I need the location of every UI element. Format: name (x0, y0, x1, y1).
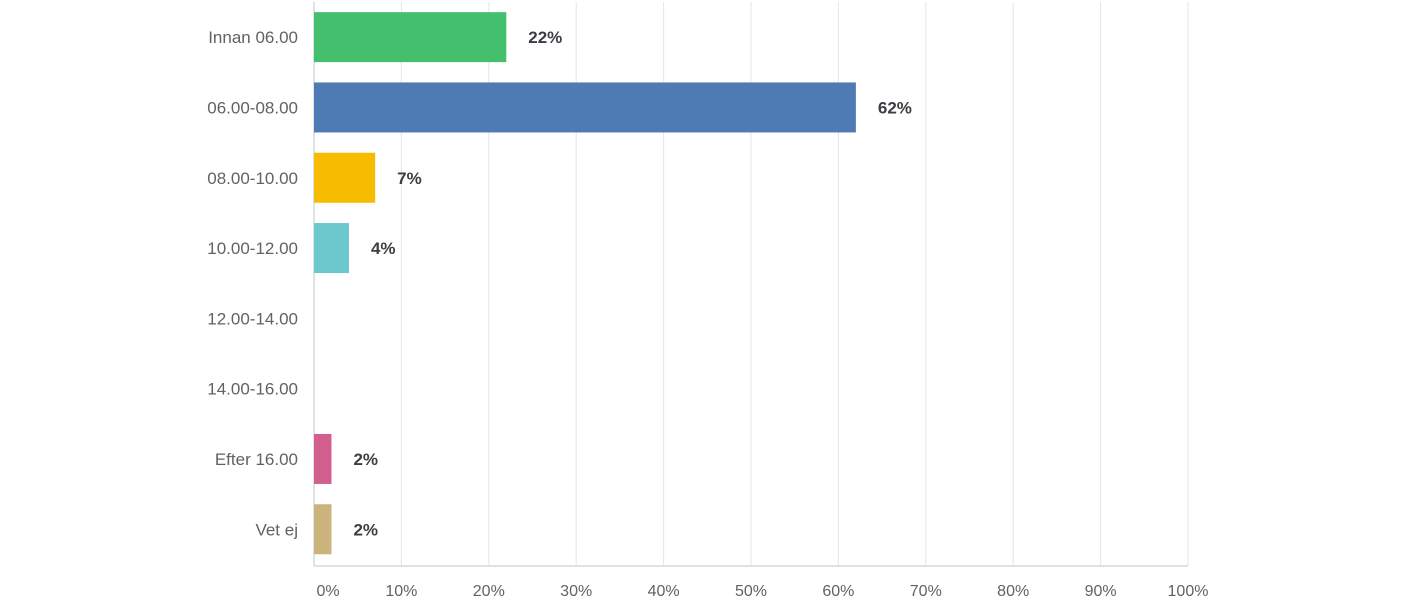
category-label: 08.00-10.00 (207, 169, 298, 188)
x-tick-label: 10% (385, 583, 417, 600)
x-tick-label: 30% (560, 583, 592, 600)
bars (314, 12, 856, 555)
bar-4[interactable] (314, 223, 349, 274)
category-label: Vet ej (255, 520, 298, 539)
value-label: 4% (371, 239, 396, 258)
category-label: 14.00-16.00 (207, 380, 298, 399)
category-label: Innan 06.00 (208, 28, 298, 47)
value-label: 22% (528, 28, 562, 47)
value-label: 2% (353, 450, 378, 469)
x-tick-label: 70% (910, 583, 942, 600)
bar-8[interactable] (314, 504, 332, 555)
bar-1[interactable] (314, 12, 507, 63)
bar-3[interactable] (314, 152, 376, 203)
x-tick-label: 0% (316, 583, 339, 600)
x-tick-label: 20% (473, 583, 505, 600)
x-tick-label: 60% (822, 583, 854, 600)
value-label: 7% (397, 169, 422, 188)
x-tick-label: 80% (997, 583, 1029, 600)
value-label: 2% (353, 520, 378, 539)
category-label: 06.00-08.00 (207, 98, 298, 117)
x-tick-label: 40% (648, 583, 680, 600)
labels: 0% 10% 20% 30% 40% 50% 60% 70% 80% 90% 100% Innan 0… (207, 28, 1208, 600)
category-label: Efter 16.00 (215, 450, 298, 469)
x-tick-label: 100% (1168, 583, 1209, 600)
bar-7[interactable] (314, 433, 332, 484)
bar-2[interactable] (314, 82, 856, 133)
x-tick-label: 90% (1085, 583, 1117, 600)
x-tick-label: 50% (735, 583, 767, 600)
value-label: 62% (878, 98, 912, 117)
category-label: 10.00-12.00 (207, 239, 298, 258)
category-label: 12.00-14.00 (207, 309, 298, 328)
